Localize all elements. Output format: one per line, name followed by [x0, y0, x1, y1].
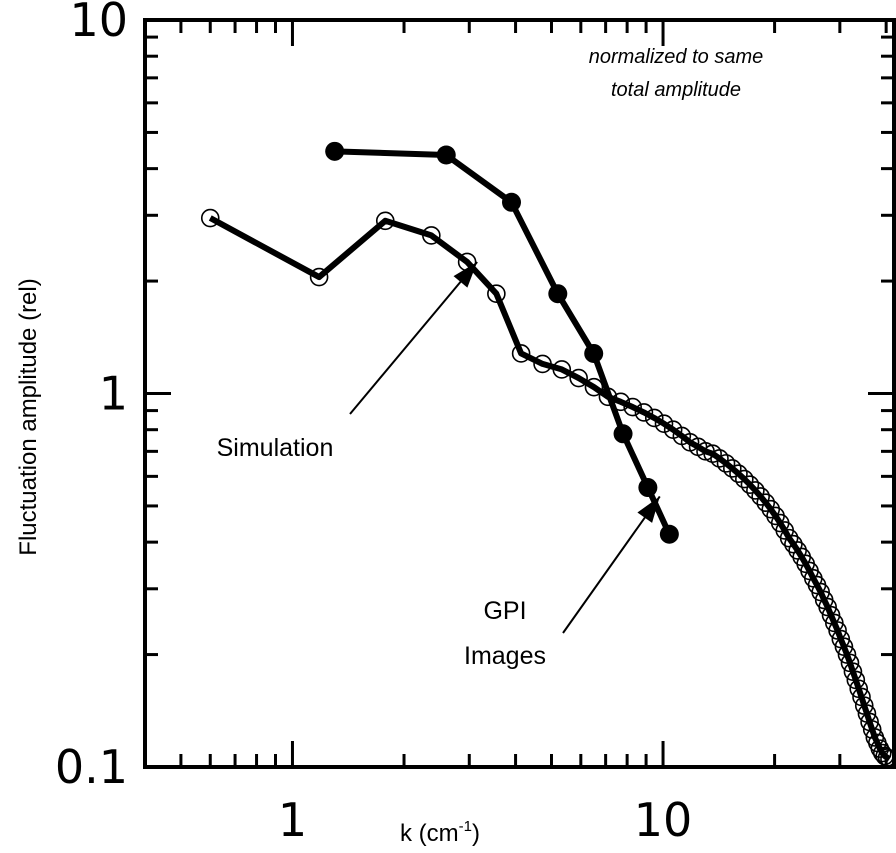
gpi-point: [548, 284, 568, 304]
gpi-annotation-line-1: GPI: [483, 597, 526, 625]
simulation-point: [716, 454, 736, 473]
simulation-point: [584, 377, 604, 397]
simulation-point: [309, 267, 329, 287]
simulation-point: [611, 392, 631, 412]
simulation-point: [634, 403, 654, 422]
simulation-point: [880, 749, 896, 769]
simulation-point: [487, 284, 506, 304]
y-tick-label: 0.1: [55, 740, 128, 794]
simulation-point: [846, 670, 866, 690]
simulation-point: [569, 368, 588, 388]
x-tick-label: 10: [634, 793, 693, 847]
simulation-point: [834, 637, 854, 656]
axes-and-ticks: [143, 18, 896, 769]
simulation-point: [375, 211, 395, 231]
simulation-point: [872, 743, 892, 763]
simulation-point: [849, 679, 869, 699]
simulation-point: [779, 528, 799, 548]
gpi-point: [659, 524, 679, 544]
simulation-point: [854, 696, 874, 715]
gpi-point: [436, 145, 456, 165]
x-axis-label: k (cm-1): [400, 818, 480, 847]
simulation-point: [751, 487, 770, 506]
simulation-point: [200, 208, 220, 228]
simulation-point: [457, 252, 477, 272]
simulation-point: [735, 469, 754, 489]
simulation-point: [862, 720, 882, 739]
simulation-point: [811, 582, 830, 602]
simulation-point: [729, 464, 748, 483]
simulation-point: [837, 645, 857, 664]
simulation-annotation: Simulation: [217, 434, 334, 462]
gpi-point: [613, 424, 633, 444]
simulation-point: [710, 449, 729, 468]
simulation-point: [746, 481, 765, 500]
simulation-point: [828, 621, 847, 640]
series-layer: [200, 141, 896, 769]
simulation-point: [761, 499, 781, 519]
simulation-point: [552, 360, 572, 379]
simulation-point: [784, 534, 803, 554]
simulation-point: [654, 414, 674, 434]
x-tick-label: 1: [278, 793, 307, 847]
simulation-point: [875, 746, 894, 766]
normalization-note-line-2: total amplitude: [611, 79, 741, 101]
y-axis-label: Fluctuation amplitude (rel): [15, 278, 42, 555]
simulation-point: [623, 397, 642, 417]
gpi-point: [325, 141, 345, 161]
normalization-note-line-1: normalized to same: [589, 46, 764, 68]
gpi-point: [501, 192, 521, 212]
simulation-point: [756, 493, 776, 513]
simulation-point: [644, 408, 664, 428]
simulation-point: [598, 387, 618, 407]
y-tick-label: 10: [69, 0, 128, 47]
simulation-point: [840, 653, 860, 673]
simulation-point: [422, 226, 441, 245]
y-tick-label: 1: [99, 367, 128, 421]
simulation-point: [511, 344, 531, 363]
gpi-line: [334, 148, 673, 536]
simulation-arrow-shaft: [349, 261, 478, 415]
text-layer: k (cm-1) Fluctuation amplitude (rel) nor…: [15, 0, 763, 847]
simulation-point: [843, 662, 863, 681]
simulation-line: [208, 215, 892, 762]
gpi-arrow-shaft: [562, 495, 661, 634]
gpi-point: [584, 343, 604, 363]
simulation-point: [533, 354, 552, 374]
gpi-point: [638, 478, 658, 498]
simulation-point: [740, 475, 760, 494]
gpi-annotation-line-2: Images: [464, 642, 546, 670]
simulation-point: [723, 459, 742, 478]
simulation-point: [852, 687, 871, 707]
simulation-point: [818, 597, 837, 617]
simulation-point: [821, 605, 841, 625]
